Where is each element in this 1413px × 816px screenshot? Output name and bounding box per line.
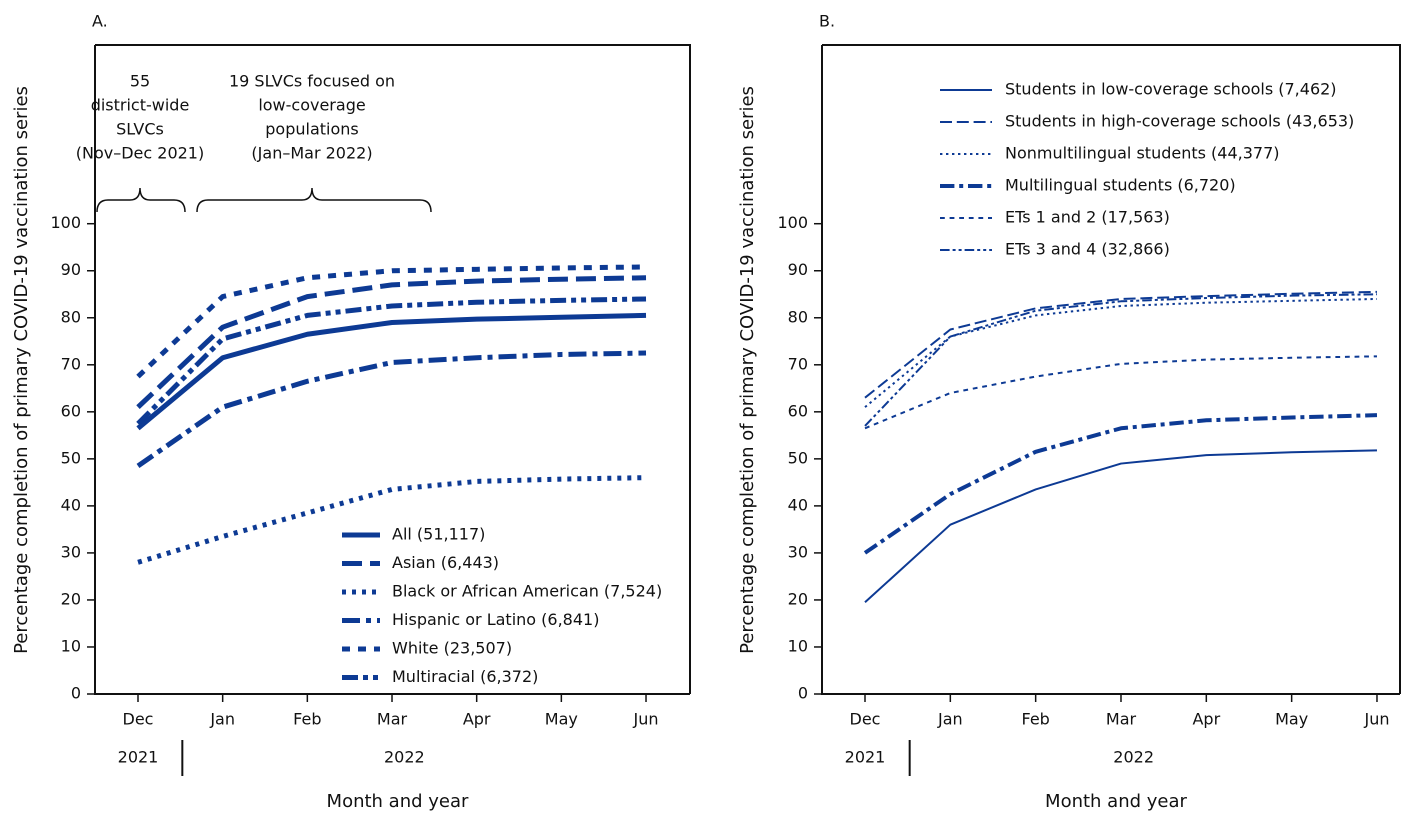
y-tick-label: 50 xyxy=(788,448,808,467)
brace xyxy=(196,187,432,213)
y-tick-label: 10 xyxy=(788,636,808,655)
x-axis-label: Month and year xyxy=(1045,791,1187,812)
year-label: 2021 xyxy=(845,748,886,767)
y-tick-label: 40 xyxy=(61,495,81,514)
legend-label: Asian (6,443) xyxy=(392,553,499,572)
y-tick-label: 90 xyxy=(61,260,81,279)
y-tick-label: 0 xyxy=(798,684,808,703)
x-tick-label: Apr xyxy=(463,710,491,729)
x-tick-label: Jun xyxy=(1363,710,1389,729)
year-label: 2022 xyxy=(384,748,425,767)
legend-label: ETs 3 and 4 (32,866) xyxy=(1005,240,1170,259)
y-tick-label: 60 xyxy=(788,401,808,420)
panel-title: B. xyxy=(819,12,835,31)
annotation: 19 SLVCs focused on xyxy=(229,72,395,91)
legend-label: ETs 1 and 2 (17,563) xyxy=(1005,208,1170,227)
annotation: (Nov–Dec 2021) xyxy=(76,144,204,163)
x-tick-label: Mar xyxy=(1106,710,1137,729)
x-tick-label: Dec xyxy=(850,710,881,729)
x-tick-label: Apr xyxy=(1192,710,1220,729)
series-line xyxy=(136,264,647,379)
y-tick-label: 40 xyxy=(788,495,808,514)
legend-label: Students in high-coverage schools (43,65… xyxy=(1005,112,1354,131)
legend-label: All (51,117) xyxy=(392,525,485,544)
legend-label: Multiracial (6,372) xyxy=(392,667,538,686)
annotation: populations xyxy=(265,120,358,139)
panel-title: A. xyxy=(92,12,108,31)
annotation: low-coverage xyxy=(258,96,365,115)
series-line xyxy=(136,350,647,468)
x-axis-label: Month and year xyxy=(327,791,469,812)
series-line xyxy=(136,296,647,426)
y-tick-label: 100 xyxy=(50,213,81,232)
x-tick-label: Dec xyxy=(123,710,154,729)
legend-label: White (23,507) xyxy=(392,639,512,658)
annotation: district-wide xyxy=(91,96,190,115)
series-line xyxy=(864,297,1378,408)
legend-label: Hispanic or Latino (6,841) xyxy=(392,610,599,629)
y-tick-label: 80 xyxy=(788,307,808,326)
x-tick-label: Jan xyxy=(209,710,235,729)
y-tick-label: 30 xyxy=(61,542,81,561)
series-line xyxy=(136,312,647,431)
legend-label: Multilingual students (6,720) xyxy=(1005,176,1236,195)
y-tick-label: 100 xyxy=(777,213,808,232)
y-axis-label: Percentage completion of primary COVID-1… xyxy=(737,86,758,654)
year-label: 2022 xyxy=(1113,748,1154,767)
legend-label: Nonmultilingual students (44,377) xyxy=(1005,144,1280,163)
year-label: 2021 xyxy=(118,748,159,767)
y-tick-label: 0 xyxy=(71,684,81,703)
series-line xyxy=(864,293,1377,427)
series-line xyxy=(136,275,647,409)
x-tick-label: Mar xyxy=(377,710,408,729)
x-tick-label: Feb xyxy=(293,710,321,729)
x-tick-label: Jun xyxy=(633,710,659,729)
series-line xyxy=(864,355,1377,430)
annotation: 55 xyxy=(130,72,150,91)
y-tick-label: 30 xyxy=(788,542,808,561)
y-axis-label: Percentage completion of primary COVID-1… xyxy=(11,86,32,654)
y-tick-label: 10 xyxy=(61,636,81,655)
y-tick-label: 80 xyxy=(61,307,81,326)
y-tick-label: 20 xyxy=(788,589,808,608)
y-tick-label: 60 xyxy=(61,401,81,420)
x-tick-label: May xyxy=(545,710,578,729)
y-tick-label: 70 xyxy=(61,354,81,373)
y-tick-label: 50 xyxy=(61,448,81,467)
y-tick-label: 70 xyxy=(788,354,808,373)
series-line xyxy=(137,475,647,565)
plot-frame xyxy=(821,44,1401,695)
x-tick-label: May xyxy=(1275,710,1308,729)
y-tick-label: 20 xyxy=(61,589,81,608)
y-tick-label: 90 xyxy=(788,260,808,279)
legend-label: Black or African American (7,524) xyxy=(392,582,662,601)
series-line xyxy=(864,449,1378,604)
legend-label: Students in low-coverage schools (7,462) xyxy=(1005,80,1337,99)
series-line xyxy=(864,290,1378,399)
x-tick-label: Jan xyxy=(937,710,963,729)
brace xyxy=(96,187,186,213)
annotation: SLVCs xyxy=(116,120,164,139)
annotation: (Jan–Mar 2022) xyxy=(251,144,372,163)
x-tick-label: Feb xyxy=(1021,710,1049,729)
braces xyxy=(96,187,432,213)
series-line xyxy=(863,413,1378,555)
